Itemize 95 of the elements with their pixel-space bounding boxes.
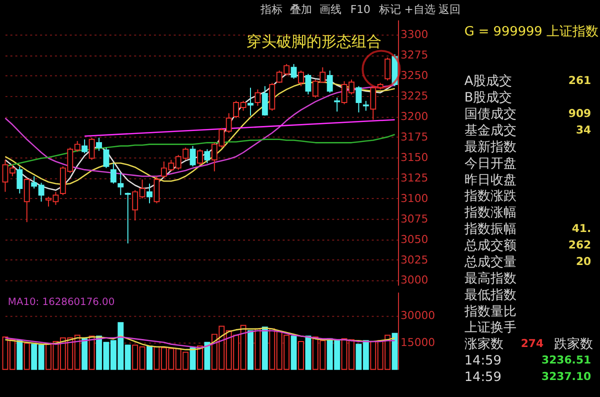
text: 274 [520, 337, 544, 350]
category-label: 最新指数 [464, 140, 516, 155]
text: 返回 [438, 2, 461, 16]
bar [146, 345, 152, 370]
candlestick [190, 145, 196, 167]
text: 34 [576, 123, 592, 136]
text: 叠加 [290, 2, 312, 16]
candlestick [326, 70, 333, 94]
text: 3236.51 [542, 354, 592, 367]
candlestick [356, 86, 362, 113]
bar [254, 328, 261, 370]
category-label: 最高指数 [464, 270, 516, 286]
y-tick-label: 3225 [400, 89, 428, 102]
candlestick [370, 86, 376, 120]
text: 909 [568, 107, 592, 120]
category-label: 今日开盘 [464, 156, 516, 172]
y-tick-label: 3150 [400, 150, 428, 164]
bar [305, 336, 312, 370]
candlestick [197, 148, 203, 166]
candlestick [16, 166, 23, 194]
y-tick-label: 15000 [400, 336, 436, 349]
y-tick-label: 3125 [400, 171, 428, 184]
y-tick-label: 30000 [400, 308, 436, 322]
category-label: 最低指数 [464, 288, 516, 303]
annotation: MA10: 162860176.00 [8, 296, 115, 308]
candlestick [248, 87, 254, 116]
bar [262, 326, 268, 370]
y-tick-label: 3100 [400, 192, 428, 205]
category-label: B股成交 [464, 90, 512, 106]
candlestick [384, 57, 391, 81]
bar [392, 332, 398, 370]
text: 3237.10 [542, 370, 592, 384]
category-label: 昨日收盘 [464, 172, 516, 188]
text: 穿头破脚的形态组合 [246, 32, 382, 51]
candlestick [146, 183, 152, 204]
candlestick [254, 88, 261, 106]
category-label: 涨家数 [464, 336, 504, 352]
text: 标记 [378, 2, 402, 16]
category-label: 总成交量 [463, 254, 516, 270]
category-label: A股成交 [464, 73, 512, 90]
candlestick [204, 148, 210, 164]
text: G = 999999 上证指数 [464, 24, 598, 40]
category-label: 指数涨跌 [463, 189, 516, 204]
category-label: 14:59 [464, 354, 502, 369]
y-tick-label: 3275 [400, 48, 428, 62]
candlestick [298, 70, 304, 87]
y-tick-label: 3050 [400, 232, 428, 246]
candlestick [103, 147, 110, 169]
text: 指标 [259, 2, 282, 16]
candlestick [290, 64, 297, 80]
y-tick-label: 3250 [400, 68, 428, 82]
bar [204, 342, 210, 370]
candlestick [96, 137, 102, 152]
candlestick [82, 138, 88, 154]
text: 跌家数 [554, 336, 594, 352]
text: +自选 [404, 2, 436, 16]
text: F10 [350, 2, 371, 16]
category-label: 指数涨幅 [463, 206, 516, 221]
category-label: 指数振幅 [463, 222, 516, 238]
text: 20 [576, 254, 592, 268]
candlestick [154, 176, 160, 204]
candlestick [118, 172, 124, 196]
candlestick [262, 86, 268, 116]
text: 画线 [320, 2, 342, 16]
candlestick [24, 177, 30, 223]
candlestick [110, 162, 116, 184]
bar [298, 341, 304, 370]
y-tick-label: 3000 [400, 274, 428, 287]
bar [82, 338, 88, 370]
y-tick-label: 3300 [400, 28, 428, 42]
y-tick-label: 3075 [400, 212, 428, 226]
bar [248, 330, 254, 370]
category-label: 上证换手 [464, 320, 516, 336]
bar [290, 336, 297, 370]
y-tick-label: 3175 [400, 130, 428, 144]
candlestick [124, 192, 131, 244]
text: 41. [572, 222, 592, 236]
category-label: 14:59 [464, 370, 502, 386]
y-tick-label: 3025 [400, 253, 428, 266]
candlestick [334, 97, 340, 112]
y-tick-label: 3200 [400, 110, 428, 123]
text: 261 [568, 74, 592, 88]
category-label: 国债成交 [464, 106, 516, 122]
category-label: 总成交额 [463, 238, 516, 254]
candlestick [362, 100, 369, 112]
candlestick [88, 137, 95, 160]
candlestick [305, 73, 312, 95]
bar [24, 342, 30, 370]
bar [88, 336, 95, 370]
text: 262 [568, 238, 592, 252]
category-label: 基金成交 [464, 122, 516, 138]
bar [190, 347, 196, 370]
category-label: 指数量比 [463, 304, 516, 320]
bar [197, 345, 203, 370]
bar [16, 340, 23, 370]
